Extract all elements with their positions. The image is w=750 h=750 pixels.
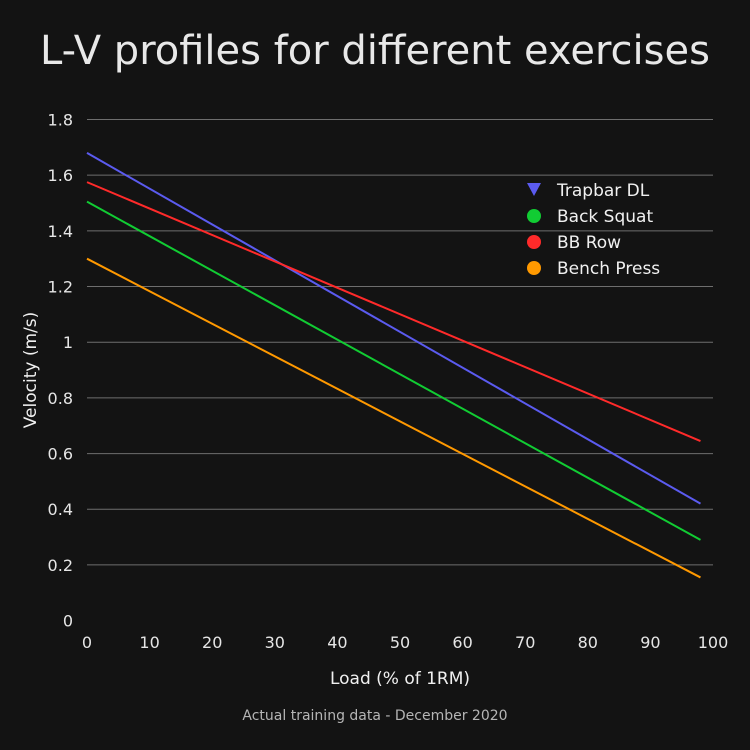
x-tick-label: 10 (139, 633, 159, 652)
x-tick-label: 100 (698, 633, 729, 652)
y-tick-label: 0.6 (48, 445, 73, 464)
y-tick-label: 1.4 (48, 222, 73, 241)
y-tick-label: 1.2 (48, 278, 73, 297)
legend-label: Back Squat (557, 207, 653, 227)
x-tick-label: 20 (202, 633, 222, 652)
y-tick-label: 1 (63, 333, 73, 352)
legend-marker-circle (527, 235, 541, 249)
legend-label: Trapbar DL (556, 181, 650, 201)
y-tick-label: 1.6 (48, 166, 73, 185)
y-tick-label: 0 (63, 612, 73, 631)
x-tick-label: 0 (82, 633, 92, 652)
y-axis-label: Velocity (m/s) (21, 312, 41, 429)
series-line-bench-press (86, 257, 701, 579)
y-tick-label: 1.8 (48, 111, 73, 130)
x-tick-label: 50 (390, 633, 410, 652)
y-tick-label: 0.8 (48, 389, 73, 408)
legend-label: BB Row (557, 233, 621, 253)
legend-marker-circle (527, 261, 541, 275)
caption: Actual training data - December 2020 (242, 708, 508, 724)
x-axis-label: Load (% of 1RM) (330, 669, 470, 689)
x-tick-label: 80 (578, 633, 598, 652)
series-line-trapbar-dl (86, 152, 701, 505)
x-tick-label: 60 (452, 633, 472, 652)
x-tick-label: 90 (640, 633, 660, 652)
series-line-bb-row (86, 181, 701, 442)
x-tick-label: 70 (515, 633, 535, 652)
y-tick-label: 0.2 (48, 556, 73, 575)
x-tick-label: 30 (265, 633, 285, 652)
legend-marker-triangle (527, 183, 541, 196)
legend-label: Bench Press (557, 259, 660, 279)
chart-title: L-V profiles for different exercises (40, 28, 710, 74)
x-tick-label: 40 (327, 633, 347, 652)
series-line-back-squat (86, 200, 701, 541)
y-tick-label: 0.4 (48, 500, 73, 519)
legend-marker-circle (527, 209, 541, 223)
